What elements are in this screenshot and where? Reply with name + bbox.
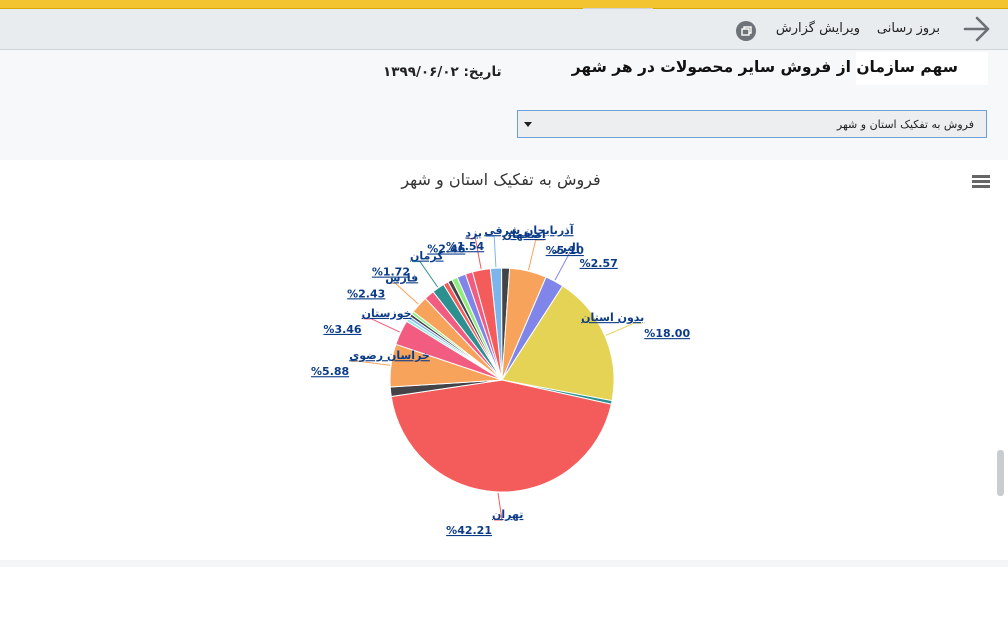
window-restore-icon[interactable] [736,21,756,41]
select-value: فروش به تفکیک استان و شهر [836,118,974,131]
connector-خوزستان [363,318,400,333]
connector-یزد [467,238,482,269]
page-title: سهم سازمان از فروش سایر محصولات در هر شه… [571,58,958,76]
pie-slice-یزد[interactable] [471,268,503,381]
data-label-value-بدون-استان[interactable]: %18.00 [644,327,690,340]
edit-report-button[interactable]: ویرایش گزارش [775,21,860,36]
pie-slice-تهران[interactable] [390,379,612,493]
connector-اصفهان [528,239,544,271]
data-label-value-خراسان-رضوی[interactable]: %5.88 [311,365,349,378]
data-label-name-اصفهان[interactable]: اصفهان [503,228,546,241]
data-label-value-خوزستان[interactable]: %3.46 [323,323,362,336]
data-label-value-اصفهان[interactable]: %5.10 [546,244,585,257]
toolbar: بروز رسانی ویرایش گزارش [0,9,1008,50]
scrollbar-thumb[interactable] [997,450,1004,496]
data-label-name-البرز[interactable]: البرز [553,241,580,254]
connector-بدون-استان [605,322,643,336]
connector-کرمان [412,261,439,288]
data-label-value-کرمان[interactable]: %1.72 [372,266,410,279]
top-accent-bar [0,0,1008,9]
pie-slice-بدون-استان[interactable] [501,285,615,402]
data-label-name-کرمان[interactable]: کرمان [410,250,444,263]
connector-البرز [554,252,578,281]
connector-خراسان-رضوی [351,360,391,366]
report-header-area [0,50,1008,160]
data-label-name-خوزستان[interactable]: خوزستان [362,307,412,320]
data-label-value-تهران[interactable]: %42.21 [446,524,492,537]
hamburger-menu-icon[interactable] [972,175,990,188]
connector-تهران [494,492,503,521]
chart-type-select[interactable]: فروش به تفکیک استان و شهر [517,110,987,138]
chart-title: فروش به تفکیک استان و شهر [400,170,600,190]
connector-آذربایجان-شرقی [486,235,497,268]
arrow-right-icon[interactable] [962,15,992,43]
connector-فارس [387,282,419,305]
refresh-button[interactable]: بروز رسانی [876,21,940,36]
data-label-value-البرز[interactable]: %2.57 [580,257,618,270]
report-date: تاریخ: ۱۳۹۹/۰۶/۰۲ [383,64,502,80]
data-label-name-فارس[interactable]: فارس [385,271,418,284]
data-label-value-فارس[interactable]: %2.43 [347,287,385,300]
title-highlight [856,52,988,85]
data-label-value-آذربایجان-شرقی[interactable]: %1.54 [446,240,485,253]
data-label-name-خراسان-رضوی[interactable]: خراسان رضوی [349,349,430,362]
data-label-value-یزد[interactable]: %2.46 [427,243,466,256]
data-label-name-آذربایجان-شرقی[interactable]: آذربایجان شرقی [484,223,574,237]
data-label-name-تهران[interactable]: تهران [492,508,523,521]
data-label-name-بدون-استان[interactable]: بدون استان [581,311,644,324]
chart-bottom-strip [0,560,1008,567]
pie-chart: فروش به تفکیک استان و شهر آذربایجان شرقی… [311,170,990,537]
data-label-name-یزد[interactable]: یزد [465,227,482,240]
caret-down-icon [524,122,532,127]
